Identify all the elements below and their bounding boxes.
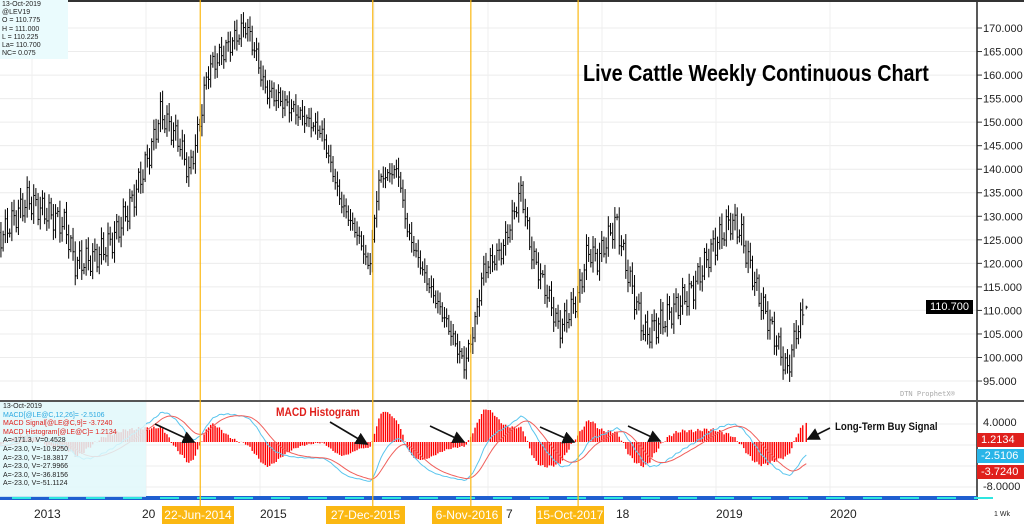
time-strip-segment	[197, 497, 216, 499]
event-label: 15-Oct-2017	[536, 506, 604, 524]
readout: A=-171.3, V=0.4528	[3, 437, 66, 445]
event-label: 22-Jun-2014	[162, 506, 234, 524]
time-strip-segment	[12, 497, 31, 499]
macd-date: 13-Oct-2019	[3, 403, 42, 410]
macd-legend[interactable]: MACD[@LE@C,12,26]= -2.5106	[3, 411, 105, 419]
x-tick-label: 18	[616, 507, 630, 521]
event-label: 27-Dec-2015	[326, 506, 405, 524]
info-open: O = 110.775	[2, 17, 41, 25]
time-strip-segment	[678, 497, 697, 499]
time-strip-segment	[382, 497, 401, 499]
time-strip	[0, 496, 977, 500]
event-label: 6-Nov-2016	[432, 506, 502, 524]
macd-histogram-annotation: MACD Histogram	[276, 405, 360, 419]
price-axis-label: 140.000	[983, 164, 1023, 176]
time-strip-segment	[271, 497, 290, 499]
annotation-arrow	[329, 421, 369, 445]
histogram-value-box: 1.2134	[977, 433, 1024, 447]
time-strip-segment	[715, 497, 734, 499]
time-strip-segment	[234, 497, 253, 499]
time-strip-segment	[641, 497, 660, 499]
time-strip-segment	[900, 497, 919, 499]
readout: A=-23.0, V=-36.8156	[3, 471, 68, 479]
x-tick-label: 2015	[260, 507, 287, 521]
time-strip-segment	[419, 497, 438, 499]
time-strip-segment	[49, 497, 68, 499]
last-price-box: 110.700	[926, 300, 973, 314]
x-tick-label: 2013	[34, 507, 61, 521]
price-axis-label: 135.000	[983, 188, 1023, 200]
x-tick-label: 2020	[830, 507, 857, 521]
x-tick-label: 7	[506, 507, 513, 521]
watermark: DTN ProphetX®	[900, 390, 955, 398]
time-strip-segment	[937, 497, 956, 499]
info-date: 13-Oct-2019	[2, 1, 41, 8]
annotation-arrow	[539, 426, 576, 444]
time-strip-segment	[752, 497, 771, 499]
time-strip-segment	[530, 497, 549, 499]
chart-title: Live Cattle Weekly Continuous Chart	[583, 60, 929, 86]
price-axis-label: 110.000	[983, 305, 1022, 317]
annotation-arrow	[627, 425, 662, 443]
price-axis-label: 150.000	[983, 117, 1023, 129]
macd-info-box: 13-Oct-2019 MACD[@LE@C,12,26]= -2.5106 M…	[0, 402, 146, 497]
price-axis-label: 115.000	[983, 282, 1022, 294]
readout: A=-23.0, V=-27.9966	[3, 463, 68, 471]
time-strip-segment	[493, 497, 512, 499]
price-axis-label: 100.000	[983, 352, 1023, 364]
price-axis-label: 145.000	[983, 141, 1023, 153]
price-axis-label: 160.000	[983, 70, 1023, 82]
readout: A=-23.0, V=-10.9250	[3, 445, 68, 453]
annotation-arrow	[429, 425, 466, 444]
time-strip-segment	[123, 497, 142, 499]
interval-label[interactable]: 1 Wk	[994, 511, 1010, 518]
price-axis-label: 170.000	[983, 23, 1023, 35]
signal-value-box: -3.7240	[977, 465, 1024, 479]
buy-signal-annotation: Long-Term Buy Signal	[835, 421, 938, 433]
time-strip-segment	[345, 497, 364, 499]
time-strip-segment	[308, 497, 327, 499]
time-strip-segment	[86, 497, 105, 499]
time-strip-segment	[789, 497, 808, 499]
price-axis-label: 120.000	[983, 258, 1023, 270]
macd-value-box: -2.5106	[977, 449, 1024, 463]
x-tick-label: 20	[142, 507, 156, 521]
info-high: H = 111.000	[2, 25, 40, 33]
macd-axis-tick: 4.0000	[983, 417, 1017, 429]
time-strip-segment	[826, 497, 845, 499]
signal-legend[interactable]: MACD Signal[@LE@C,9]= -3.7240	[3, 420, 113, 428]
price-axis-label: 155.000	[983, 94, 1023, 106]
price-axis-label: 165.000	[983, 47, 1023, 59]
price-axis-label: 105.000	[983, 329, 1023, 341]
readout: A=-23.0, V=-51.1124	[3, 480, 68, 488]
time-strip-segment	[604, 497, 623, 499]
readout: A=-23.0, V=-18.3817	[3, 454, 68, 462]
price-axis-label: 95.000	[983, 376, 1017, 388]
info-low: L = 110.225	[2, 33, 39, 41]
price-info-box: 13-Oct-2019 @LEV19 O = 110.775 H = 111.0…	[0, 0, 68, 60]
info-net-change: NC= 0.075	[2, 50, 36, 58]
annotation-arrow	[154, 423, 196, 444]
x-tick-label: 2019	[716, 507, 743, 521]
time-strip-segment	[974, 497, 993, 499]
time-strip-segment	[456, 497, 475, 499]
time-strip-segment	[160, 497, 179, 499]
histogram-legend[interactable]: MACD Histogram[@LE@C]= 1.2134	[3, 428, 117, 436]
macd-axis-tick: -8.0000	[983, 481, 1021, 493]
time-strip-segment	[863, 497, 882, 499]
info-last: La= 110.700	[2, 42, 41, 50]
price-axis-label: 130.000	[983, 211, 1023, 223]
price-axis-label: 125.000	[983, 235, 1023, 247]
info-symbol: @LEV19	[2, 9, 31, 17]
annotation-arrow	[806, 427, 831, 440]
time-strip-segment	[567, 497, 586, 499]
